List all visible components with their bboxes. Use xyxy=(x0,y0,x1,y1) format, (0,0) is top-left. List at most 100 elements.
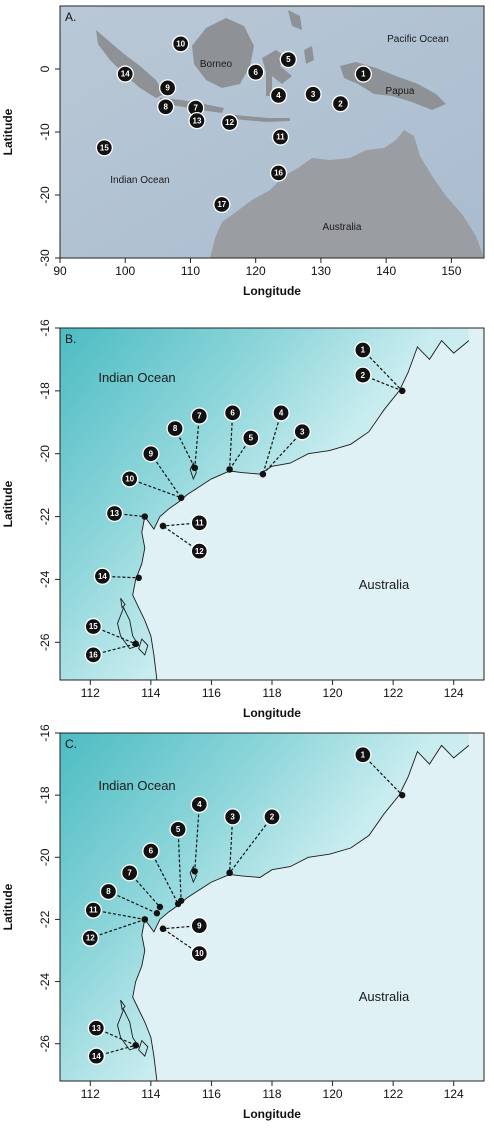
site-number: 1 xyxy=(361,346,366,355)
site-number-badge xyxy=(169,820,187,838)
site-location-dot xyxy=(159,522,167,530)
site-number: 14 xyxy=(92,1052,101,1061)
y-tick-label: -26 xyxy=(38,633,52,651)
site-marker-12: 12 xyxy=(220,113,239,132)
panel-c-coastline xyxy=(132,744,470,1081)
site-marker-7: 7 xyxy=(121,864,164,911)
site-leader-line xyxy=(229,816,273,874)
x-tick-label: 90 xyxy=(53,264,67,278)
panel-b-axes: 112 114 116 118 120 122 124-16-18-20-22-24-26L… xyxy=(1,319,464,720)
y-tick-label: 0 xyxy=(38,65,52,72)
site-number: 7 xyxy=(197,412,202,421)
site-number-badge xyxy=(213,195,231,214)
x-axis-title: Longitude xyxy=(243,284,301,298)
site-number-badge xyxy=(121,470,139,488)
site-number-badge xyxy=(190,916,208,935)
panel-a-land xyxy=(96,10,484,258)
site-marker-1: 1 xyxy=(354,65,372,83)
borneo-landmass xyxy=(192,18,254,88)
site-number-badge xyxy=(269,86,288,105)
panel-a-map: 90 100 110 120 130 140 1500-10-20-30LongitudeL… xyxy=(1,5,485,298)
site-marker-3: 3 xyxy=(223,808,242,877)
site-marker-4: 4 xyxy=(259,404,290,478)
site-location-dot xyxy=(141,916,148,923)
panel-b-map: 112 114 116 118 120 122 124-16-18-20-22-24-26L… xyxy=(1,319,485,720)
site-number-badge xyxy=(269,164,288,182)
site-marker-5: 5 xyxy=(226,429,260,473)
site-number: 9 xyxy=(165,84,170,93)
site-number: 12 xyxy=(86,934,95,943)
site-leader-line xyxy=(362,349,403,392)
site-number-badge xyxy=(188,112,206,130)
y-tick-label: -18 xyxy=(38,786,52,804)
site-marker-9: 9 xyxy=(158,79,177,97)
site-marker-6: 6 xyxy=(223,404,242,473)
site-marker-4: 4 xyxy=(269,86,288,105)
x-tick-label: 114 xyxy=(141,1087,160,1101)
site-number: 11 xyxy=(276,133,285,142)
site-location-dot xyxy=(141,513,148,520)
site-leader-line xyxy=(194,804,200,872)
site-number: 6 xyxy=(149,847,154,856)
x-tick-label: 118 xyxy=(262,1087,281,1101)
site-number-badge xyxy=(158,79,177,97)
panel-a-region-labels: Pacific Ocean Borneo Papua Indian Ocean Aust… xyxy=(110,34,449,233)
site-number-badge xyxy=(331,95,350,113)
panel-c-land xyxy=(132,733,484,1081)
x-tick-label: 118 xyxy=(262,686,281,700)
site-number: 8 xyxy=(173,424,178,433)
site-number: 2 xyxy=(338,99,343,108)
panel-c-map: 112 114 116 118 120 122 124-16-18-20-22-24-26L… xyxy=(1,724,485,1121)
site-number: 5 xyxy=(176,825,181,834)
site-number: 3 xyxy=(300,427,305,436)
site-number-badge xyxy=(354,65,372,83)
y-tick-label: -20 xyxy=(38,186,52,204)
x-tick-label: 116 xyxy=(202,686,221,700)
x-tick-label: 122 xyxy=(383,1087,403,1101)
panel-b-coastline xyxy=(132,339,470,680)
island-outline xyxy=(138,638,149,656)
site-number: 16 xyxy=(274,169,283,178)
site-number: 12 xyxy=(195,547,204,556)
site-number: 13 xyxy=(193,116,202,125)
site-marker-8: 8 xyxy=(157,98,175,116)
site-number: 1 xyxy=(361,750,366,759)
y-tick-label: -26 xyxy=(38,1035,52,1053)
site-number: 10 xyxy=(176,39,185,48)
region-label: Borneo xyxy=(200,59,233,70)
site-location-dot xyxy=(226,869,233,877)
site-leader-line xyxy=(93,909,145,921)
y-tick-label: -20 xyxy=(38,848,52,866)
site-location-dot xyxy=(191,868,198,875)
site-location-dot xyxy=(177,494,185,501)
y-axis-title: Latitude xyxy=(1,883,15,930)
x-tick-label: 114 xyxy=(141,686,160,700)
site-marker-1: 1 xyxy=(354,746,406,799)
site-marker-3: 3 xyxy=(304,85,322,103)
site-marker-2: 2 xyxy=(331,95,350,113)
site-number: 9 xyxy=(149,449,154,458)
site-number-badge xyxy=(121,864,139,882)
site-number-badge xyxy=(190,542,208,560)
site-number: 11 xyxy=(195,518,204,527)
island-outline xyxy=(120,598,126,609)
site-marker-16: 16 xyxy=(84,640,139,664)
site-marker-16: 16 xyxy=(269,164,288,182)
site-number-badge xyxy=(93,567,112,585)
site-number: 5 xyxy=(249,434,254,443)
site-number-badge xyxy=(116,65,134,83)
x-tick-label: 100 xyxy=(115,264,135,278)
y-axis-title: Latitude xyxy=(1,108,15,155)
site-marker-10: 10 xyxy=(172,35,190,53)
x-tick-label: 116 xyxy=(202,1087,221,1101)
site-location-dot xyxy=(132,1042,139,1049)
site-location-dot xyxy=(159,925,167,932)
y-axis-title: Latitude xyxy=(1,480,15,527)
region-label: Australia xyxy=(359,989,410,1004)
site-location-dot xyxy=(259,470,267,478)
site-number-badge xyxy=(166,419,184,438)
site-number-badge xyxy=(242,429,260,447)
site-leader-line xyxy=(194,415,200,468)
